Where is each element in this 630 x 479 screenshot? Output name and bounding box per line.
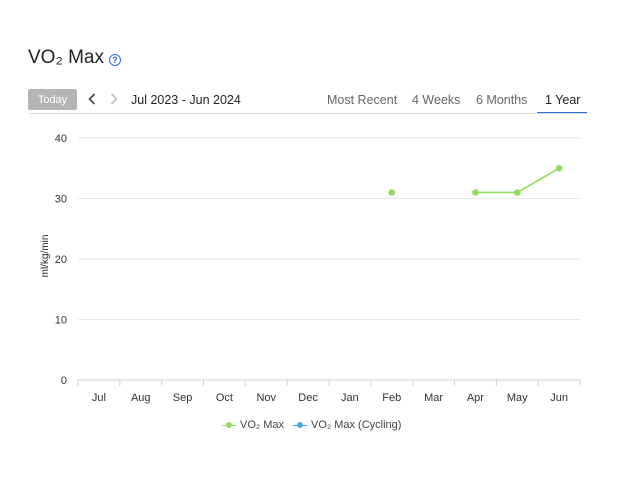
question-circle-icon[interactable]: ? bbox=[109, 53, 121, 66]
tab-4-weeks[interactable]: 4 Weeks bbox=[412, 93, 461, 107]
x-tick-label-feb: Feb bbox=[382, 392, 401, 404]
y-axis-label: ml/kg/min bbox=[40, 235, 51, 278]
x-tick-label-apr: Apr bbox=[467, 392, 484, 404]
x-tick-label-aug: Aug bbox=[131, 392, 151, 404]
chart-grid bbox=[78, 137, 580, 320]
legend-label-vo2-max-cycling: VO₂ Max (Cycling) bbox=[311, 419, 402, 431]
x-tick-label-dec: Dec bbox=[298, 392, 318, 404]
x-tick-label-nov: Nov bbox=[256, 392, 276, 404]
data-point-vo2-max-feb bbox=[388, 189, 396, 196]
x-tick-label-may: May bbox=[507, 392, 528, 404]
x-tick-label-jan: Jan bbox=[341, 392, 359, 404]
x-tick-label-mar: Mar bbox=[424, 392, 443, 404]
legend-item-vo2-max-cycling[interactable]: VO₂ Max (Cycling) bbox=[293, 419, 401, 431]
x-tick-label-jun: Jun bbox=[550, 392, 568, 404]
data-point-vo2-max-apr bbox=[472, 189, 479, 196]
header-divider bbox=[28, 113, 587, 114]
data-point-vo2-max-may bbox=[513, 189, 521, 196]
legend-label-vo2-max: VO₂ Max bbox=[240, 419, 284, 431]
x-tick-label-sep: Sep bbox=[173, 392, 193, 404]
chart-series bbox=[388, 164, 563, 196]
y-tick-label-0: 0 bbox=[61, 375, 67, 387]
chevron-left-icon[interactable] bbox=[85, 91, 99, 107]
y-tick-label-40: 40 bbox=[55, 133, 67, 145]
x-tick-label-jul: Jul bbox=[92, 392, 106, 404]
today-button[interactable]: Today bbox=[28, 89, 77, 110]
x-tick-label-oct: Oct bbox=[216, 392, 233, 404]
tab-most-recent[interactable]: Most Recent bbox=[327, 93, 398, 107]
y-tick-label-20: 20 bbox=[55, 254, 67, 266]
y-tick-label-30: 30 bbox=[55, 194, 67, 206]
tab-6-months[interactable]: 6 Months bbox=[476, 93, 528, 107]
legend-swatch-vo2-max bbox=[222, 421, 236, 429]
series-line-0-1 bbox=[475, 167, 560, 194]
chart-axes: 0 10 20 30 40 Jul Aug Sep Oct Nov Dec Jan Feb Mar Apr M… bbox=[40, 133, 581, 404]
page-title: VO₂ Max ? bbox=[28, 47, 121, 69]
legend-swatch-vo2-max-cycling bbox=[293, 421, 307, 429]
page-title-text: VO₂ Max bbox=[28, 47, 104, 68]
data-point-vo2-max-jun bbox=[555, 164, 563, 172]
legend-item-vo2-max[interactable]: VO₂ Max bbox=[222, 419, 284, 431]
chevron-right-icon[interactable] bbox=[107, 91, 121, 107]
date-range-label: Jul 2023 - Jun 2024 bbox=[131, 93, 241, 107]
tab-1-year[interactable]: 1 Year bbox=[545, 93, 581, 107]
y-tick-label-10: 10 bbox=[55, 315, 67, 327]
